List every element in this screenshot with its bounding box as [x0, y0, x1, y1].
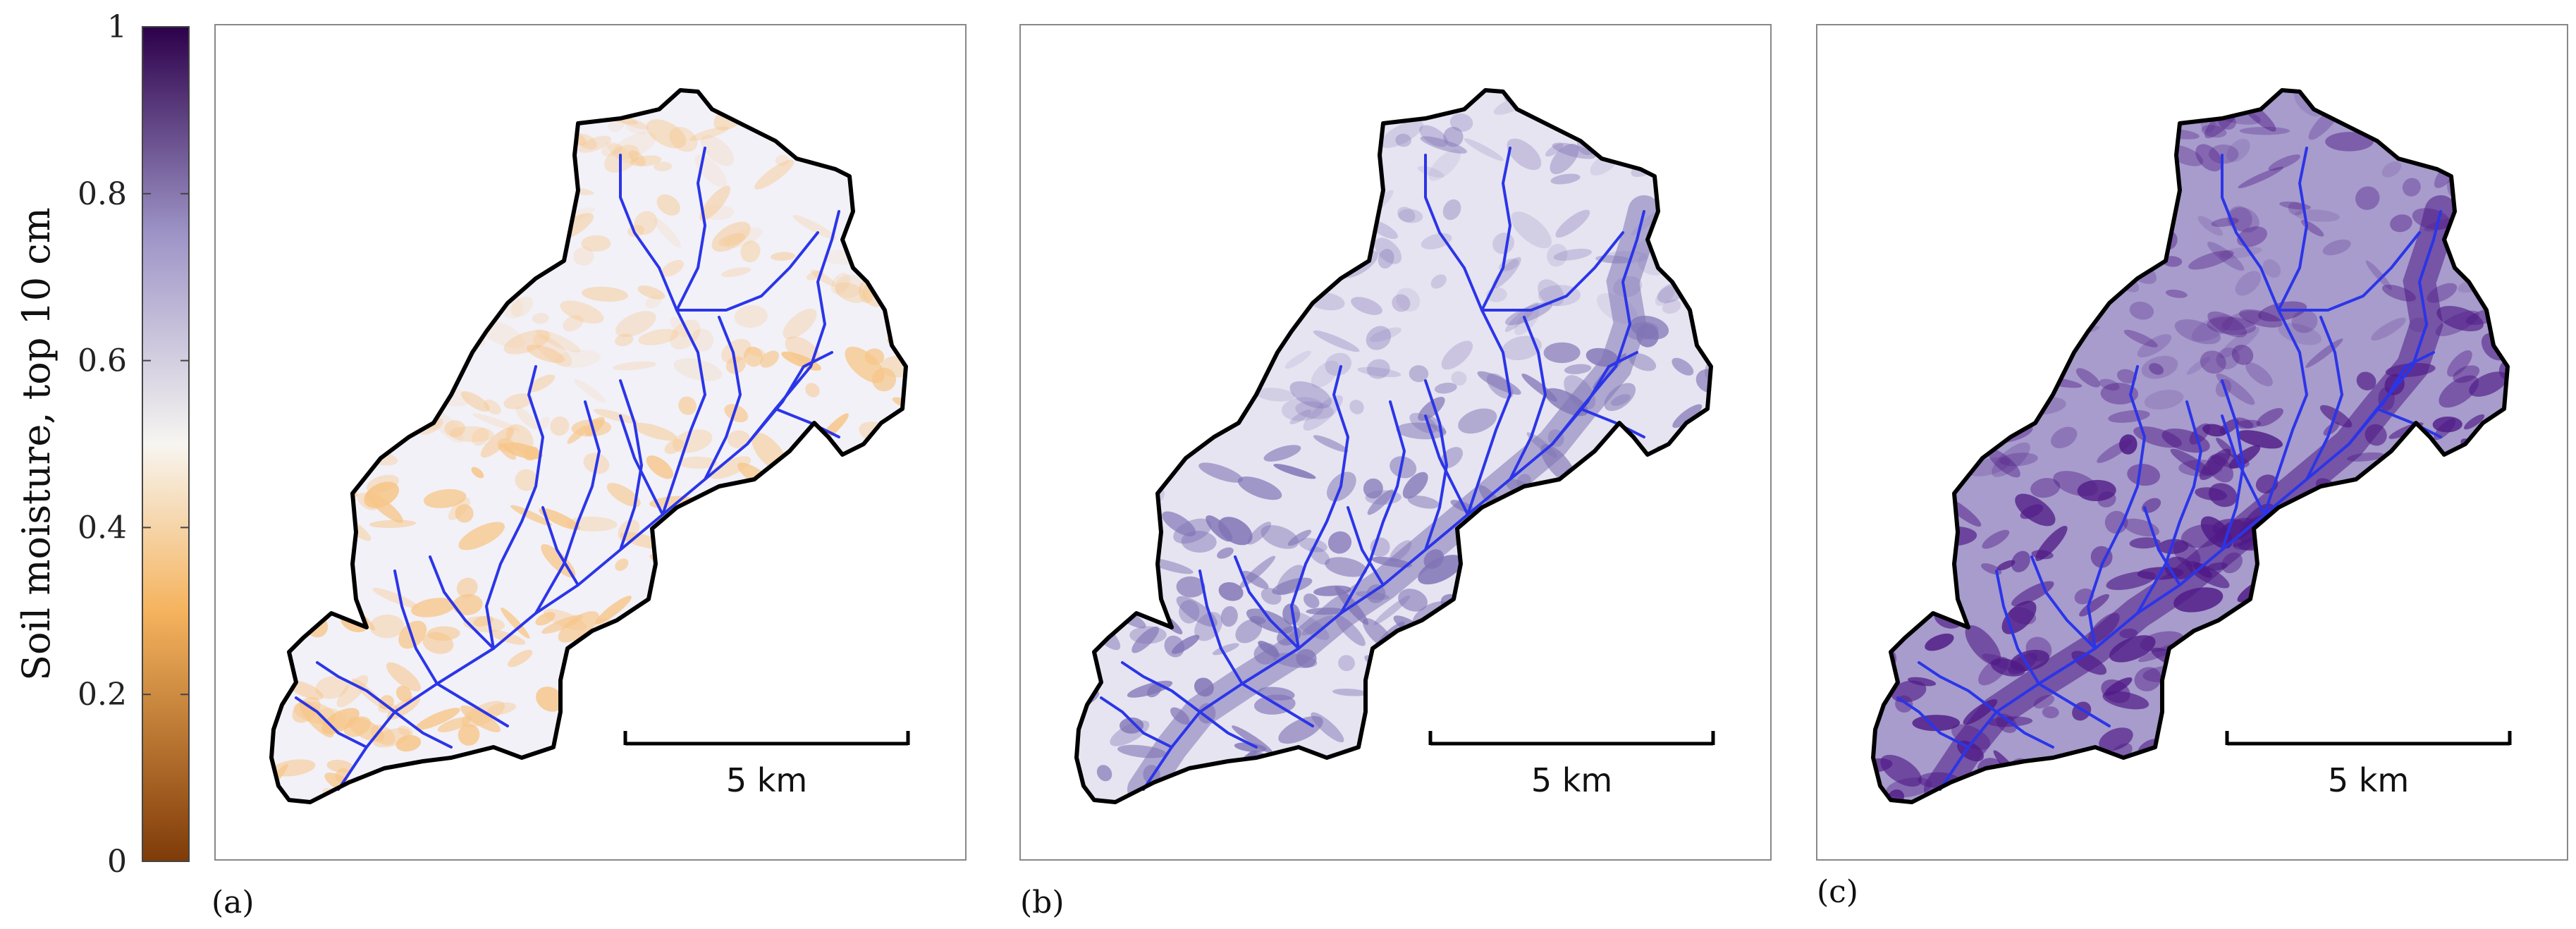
stream-line — [1480, 231, 1624, 312]
stream-network — [1896, 147, 2442, 791]
stream-line — [675, 231, 819, 312]
stream-line — [1234, 555, 1300, 650]
stream-line — [1100, 696, 1173, 749]
scale-bar-label: 5 km — [726, 761, 807, 799]
stream-line — [2087, 365, 2146, 650]
map-panel-1: 5 km (a) — [211, 24, 967, 921]
stream-line — [1424, 154, 1466, 269]
stream-line — [1551, 351, 1638, 445]
map-panel-2: 5 km (b) — [1019, 24, 1772, 921]
panel-label: (a) — [211, 885, 254, 921]
stream-line — [1198, 710, 1258, 749]
stream-line — [2037, 682, 2111, 727]
stream-line — [2136, 400, 2202, 615]
stream-line — [2221, 154, 2262, 269]
colorbar-tick-label: 0.6 — [78, 343, 127, 379]
stream-line — [541, 506, 579, 586]
stream-network — [1100, 147, 1645, 791]
colorbar-tick-label: 0.8 — [78, 176, 127, 212]
stream-line — [393, 710, 453, 749]
stream-line — [1339, 400, 1406, 615]
colorbar-tick-label: 0 — [107, 844, 127, 880]
stream-line — [1995, 710, 2054, 749]
stream-line — [1290, 365, 1349, 650]
stream-line — [1995, 570, 2040, 685]
panel-label: (c) — [1817, 874, 1858, 910]
map-panel-3: 5 km (c) — [1816, 24, 2568, 910]
stream-line — [2277, 231, 2421, 312]
stream-line — [1480, 147, 1511, 312]
stream-line — [619, 414, 664, 516]
stream-line — [485, 365, 544, 650]
stream-line — [746, 351, 833, 445]
stream-line — [436, 682, 509, 727]
stream-line — [316, 661, 396, 713]
stream-line — [2277, 147, 2308, 312]
stream-line — [619, 154, 661, 269]
colorbar-gradient — [142, 26, 190, 862]
stream-line — [2376, 407, 2442, 438]
stream-line — [2221, 414, 2266, 516]
stream-line — [1121, 661, 1201, 713]
stream-line — [774, 407, 840, 438]
stream-line — [393, 570, 438, 685]
scale-bar: 5 km — [2225, 731, 2512, 799]
colorbar-tick-label: 0.4 — [78, 510, 127, 546]
stream-line — [1424, 379, 1448, 551]
colorbar: 1 0.8 0.6 0.4 0.2 0 Soil moisture, top 10 cm — [14, 9, 190, 880]
stream-line — [534, 400, 601, 615]
stream-network — [295, 147, 840, 791]
stream-line — [2305, 316, 2343, 481]
stream-line — [704, 316, 742, 481]
panel-label: (b) — [1020, 885, 1065, 921]
stream-line — [2143, 506, 2181, 586]
colorbar-tick-label: 1 — [107, 9, 127, 45]
stream-line — [429, 555, 495, 650]
stream-line — [675, 147, 706, 312]
stream-line — [2030, 555, 2097, 650]
scale-bar-label: 5 km — [2328, 761, 2409, 799]
stream-line — [1241, 682, 1314, 727]
colorbar-tick-label: 0.2 — [78, 677, 127, 713]
stream-line — [1347, 506, 1385, 586]
stream-line — [1198, 570, 1244, 685]
scale-bar: 5 km — [623, 731, 910, 799]
colorbar-title: Soil moisture, top 10 cm — [14, 207, 59, 681]
stream-line — [1424, 414, 1469, 516]
stream-line — [295, 696, 368, 749]
stream-line — [1918, 661, 1998, 713]
scale-bar-label: 5 km — [1531, 761, 1612, 799]
stream-line — [1579, 407, 1645, 438]
colorbar-ticks: 1 0.8 0.6 0.4 0.2 0 — [78, 9, 189, 880]
stream-line — [1896, 696, 1970, 749]
stream-line — [619, 379, 643, 551]
scale-bar: 5 km — [1428, 731, 1715, 799]
stream-line — [2221, 379, 2245, 551]
stream-line — [2348, 351, 2435, 445]
panels: 5 km (a) 5 km (b) 5 km (c) — [211, 24, 2568, 921]
stream-line — [1509, 316, 1547, 481]
